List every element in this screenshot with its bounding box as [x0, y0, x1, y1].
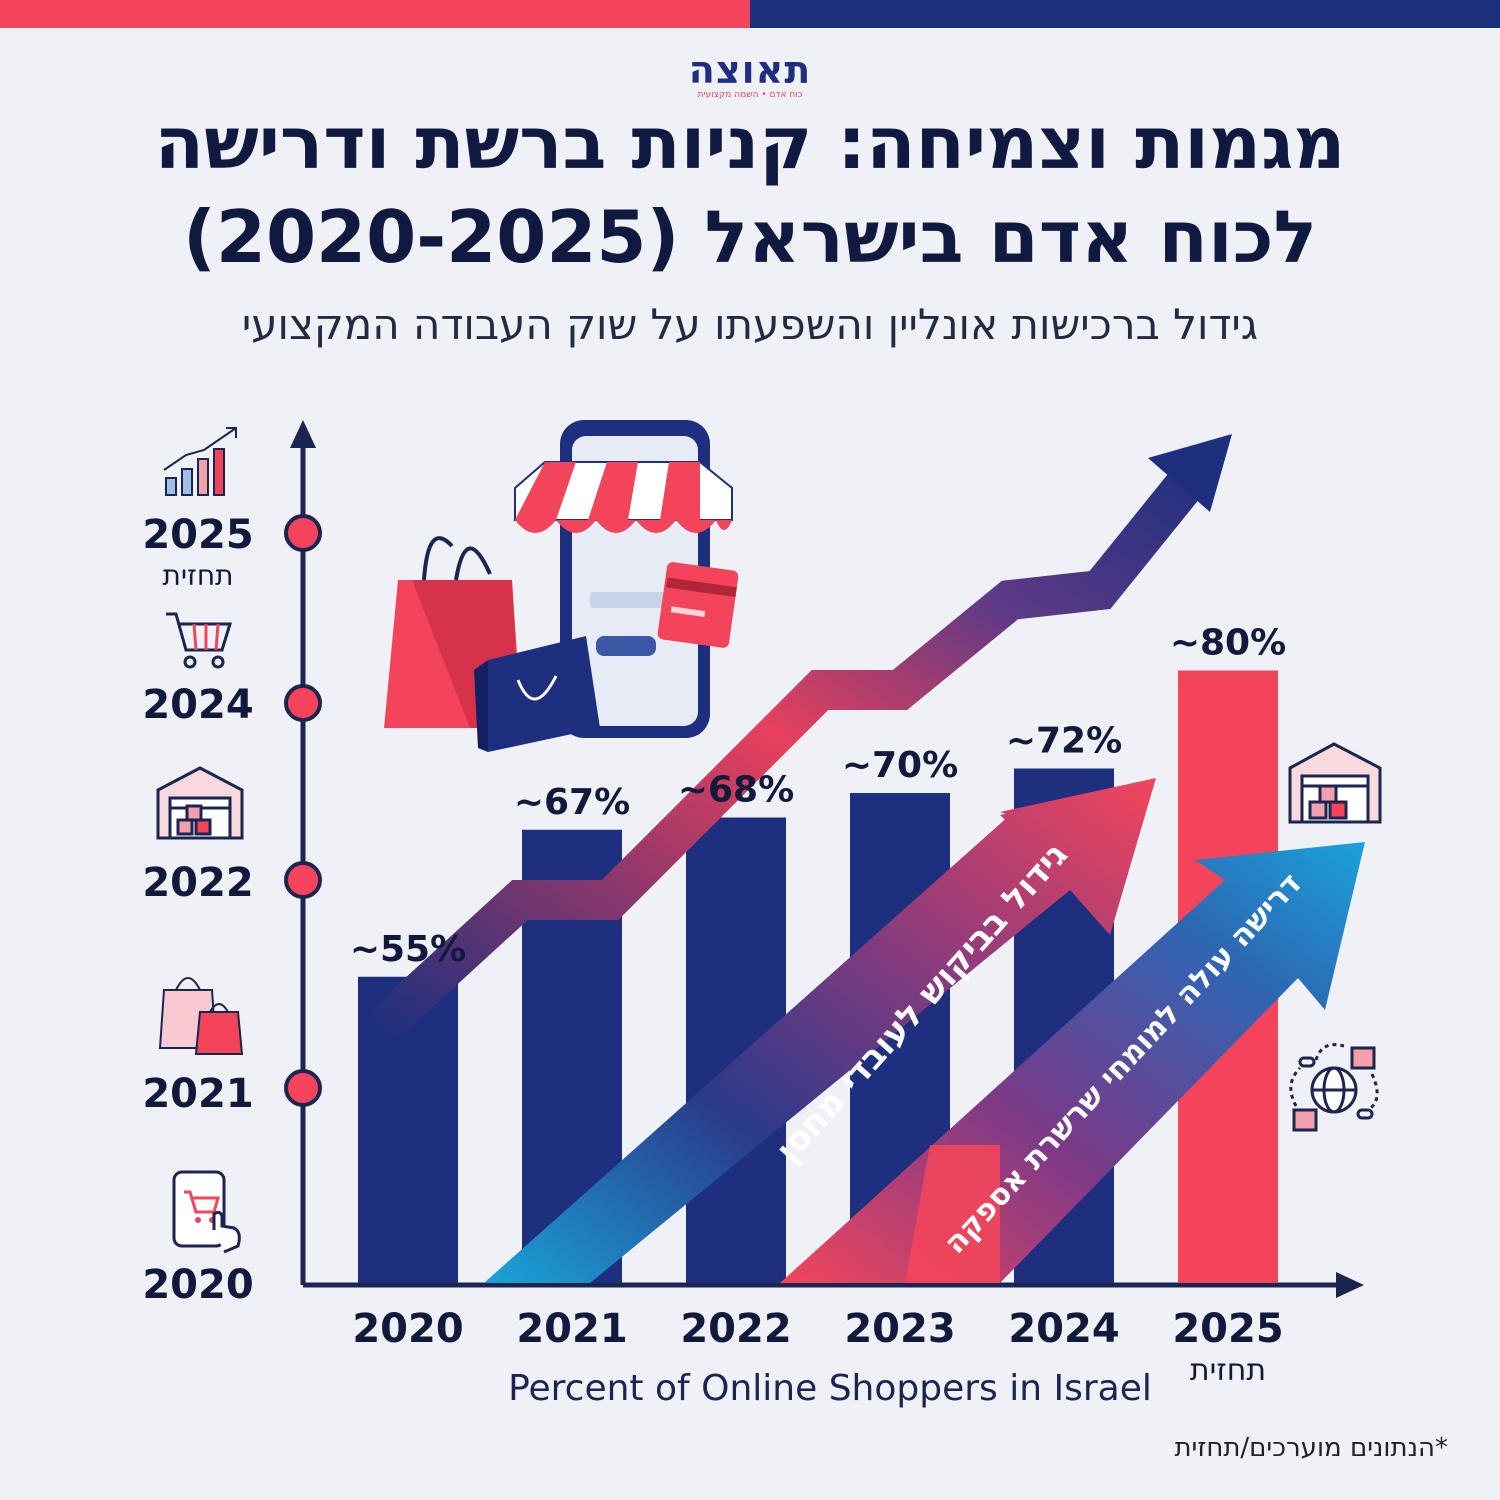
- top-stripe-blue: [750, 0, 1500, 28]
- timeline-note: תחזית: [162, 559, 233, 592]
- warehouse-icon: [156, 766, 244, 840]
- timeline-year: 2022: [142, 860, 253, 906]
- data-label-2020: ~55%: [350, 929, 466, 970]
- x-tick-2024: 2024: [1008, 1306, 1119, 1352]
- x-axis-arrowhead: [1336, 1272, 1364, 1298]
- x-tick-2021: 2021: [516, 1306, 627, 1352]
- logo-text: תאוצה: [688, 48, 812, 92]
- phone-storefront-icon: [514, 420, 733, 738]
- data-labels: ~55% ~67% ~68% ~70% ~72% ~80%: [350, 623, 1286, 970]
- x-tick-2025: 2025: [1172, 1306, 1283, 1352]
- shopping-bag-navy-icon: [474, 636, 600, 752]
- x-tick-2023: 2023: [844, 1306, 955, 1352]
- timeline-marker: [284, 1069, 322, 1107]
- timeline-marker: [284, 514, 322, 552]
- rising-bar-chart-icon: [163, 427, 237, 496]
- trend-arrow-icon: [364, 434, 1232, 1045]
- logo-tagline: כוח אדם • השמה מקצועית: [697, 90, 803, 100]
- warehouse-icon: [1288, 742, 1382, 824]
- timeline-marker: [284, 684, 322, 722]
- page-subtitle: גידול ברכישות אונליין והשפעתו על שוק העב…: [241, 300, 1259, 349]
- timeline-marker: [284, 861, 322, 899]
- top-stripe-red: [0, 0, 750, 28]
- timeline-year: 2021: [142, 1071, 253, 1117]
- phone-shopping-icon: [172, 1170, 241, 1254]
- brand-logo: תאוצה כוח אדם • השמה מקצועית: [0, 48, 1500, 100]
- data-label-2024: ~72%: [1006, 721, 1122, 762]
- shopping-bags-icon: [158, 977, 244, 1055]
- title-line-2: לכוח אדם בישראל (2020-2025): [182, 195, 1318, 279]
- shopping-cart-icon: [166, 612, 233, 669]
- timeline-year: 2024: [142, 682, 253, 728]
- title-line-1: מגמות וצמיחה: קניות ברשת ודרישה: [154, 101, 1346, 185]
- x-tick-2022: 2022: [680, 1306, 791, 1352]
- global-supply-chain-icon: [1289, 1043, 1379, 1132]
- page-title: מגמות וצמיחה: קניות ברשת ודרישה לכוח אדם…: [60, 96, 1440, 284]
- x-tick-note-2025: תחזית: [1190, 1353, 1266, 1388]
- credit-card-icon: [657, 562, 739, 648]
- data-label-2025: ~80%: [1170, 623, 1286, 664]
- timeline-year: 2020: [142, 1262, 253, 1308]
- x-axis-label: Percent of Online Shoppers in Israel: [508, 1368, 1152, 1409]
- data-label-2021: ~67%: [514, 782, 630, 823]
- timeline-labels: 2025 תחזית 2024 2022 2021 2020: [142, 512, 253, 1308]
- footnote: *הנתונים מוערכים/תחזית: [1174, 1433, 1448, 1463]
- x-tick-2020: 2020: [352, 1306, 463, 1352]
- timeline-markers: [284, 514, 322, 1107]
- timeline-year: 2025: [142, 512, 253, 558]
- data-label-2022: ~68%: [678, 770, 794, 811]
- data-label-2023: ~70%: [842, 745, 958, 786]
- y-axis-arrowhead: [290, 420, 316, 448]
